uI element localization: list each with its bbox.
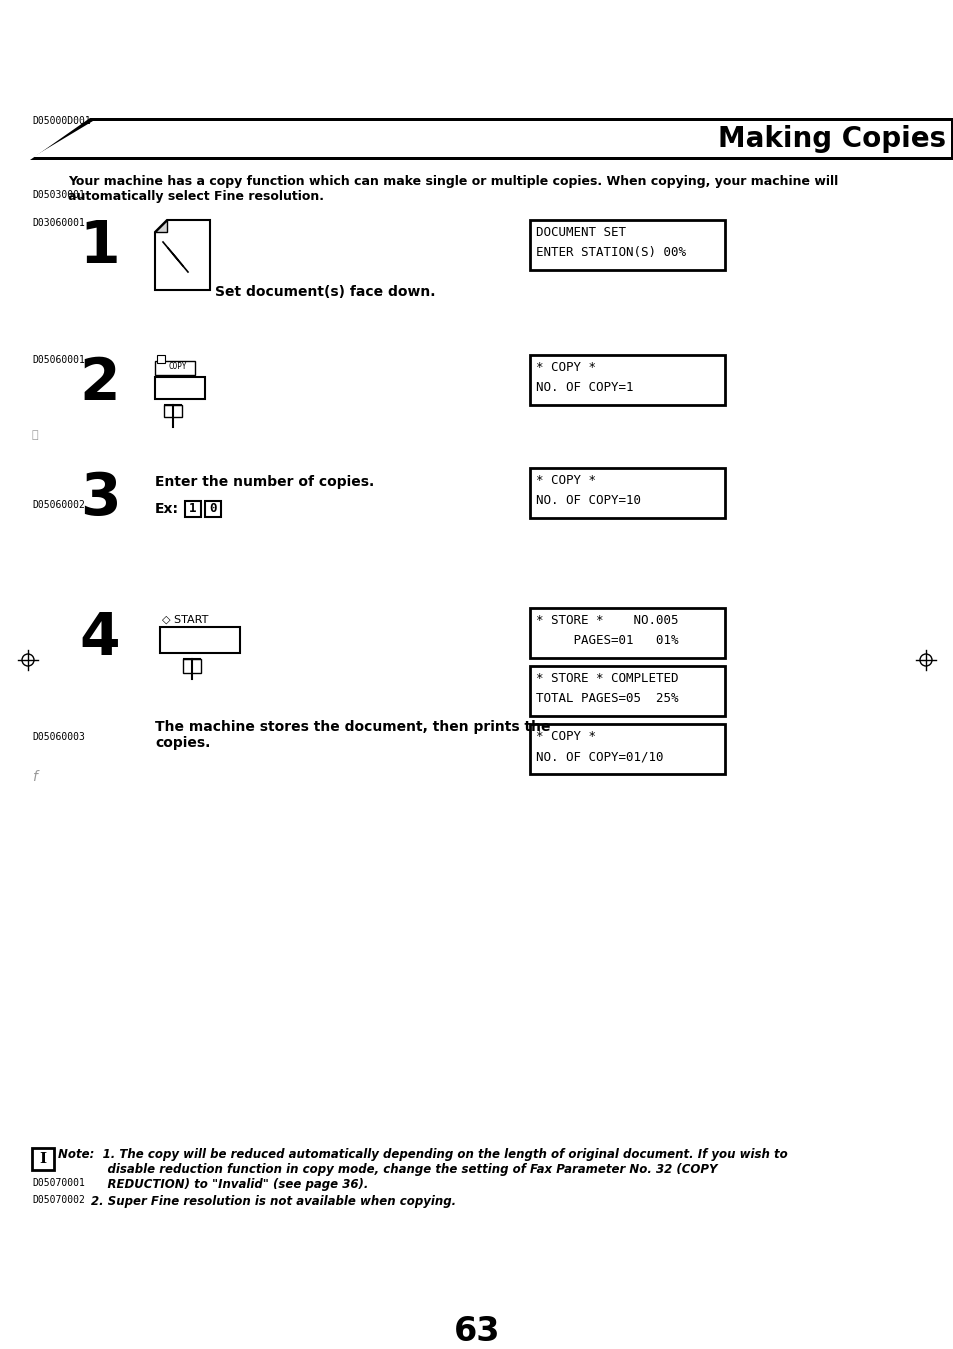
Text: 0: 0 xyxy=(209,502,216,515)
Text: DOCUMENT SET
ENTER STATION(S) 00%: DOCUMENT SET ENTER STATION(S) 00% xyxy=(536,227,685,259)
Text: copies.: copies. xyxy=(154,737,211,750)
Text: ◇ START: ◇ START xyxy=(162,615,208,625)
Text: Note:  1. The copy will be reduced automatically depending on the length of orig: Note: 1. The copy will be reduced automa… xyxy=(58,1148,787,1161)
Text: 3: 3 xyxy=(80,469,120,527)
Text: Making Copies: Making Copies xyxy=(717,125,945,152)
Text: * COPY *
NO. OF COPY=1: * COPY * NO. OF COPY=1 xyxy=(536,362,633,394)
Text: 2: 2 xyxy=(80,355,120,411)
Text: D05070001: D05070001 xyxy=(32,1178,85,1188)
Bar xyxy=(154,376,205,399)
Text: D05060002: D05060002 xyxy=(32,500,85,510)
Text: 1: 1 xyxy=(80,219,120,275)
Bar xyxy=(160,627,240,653)
Bar xyxy=(32,1148,54,1170)
Text: REDUCTION) to "Invalid" (see page 36).: REDUCTION) to "Invalid" (see page 36). xyxy=(58,1178,368,1191)
Polygon shape xyxy=(33,121,950,156)
Text: D03060001: D03060001 xyxy=(32,219,85,228)
Bar xyxy=(164,405,182,417)
Bar xyxy=(183,660,201,673)
Text: D05060001: D05060001 xyxy=(32,355,85,366)
Text: 1: 1 xyxy=(189,502,196,515)
Text: 4: 4 xyxy=(80,610,120,666)
Text: * COPY *
NO. OF COPY=10: * COPY * NO. OF COPY=10 xyxy=(536,473,640,507)
Text: 2. Super Fine resolution is not available when copying.: 2. Super Fine resolution is not availabl… xyxy=(58,1195,456,1207)
Text: automatically select Fine resolution.: automatically select Fine resolution. xyxy=(68,190,324,202)
Bar xyxy=(157,355,165,363)
Bar xyxy=(530,355,724,405)
Text: * STORE * COMPLETED
TOTAL PAGES=05  25%: * STORE * COMPLETED TOTAL PAGES=05 25% xyxy=(536,672,678,706)
Text: disable reduction function in copy mode, change the setting of Fax Parameter No.: disable reduction function in copy mode,… xyxy=(58,1163,717,1176)
Text: COPY: COPY xyxy=(169,362,188,371)
Text: Enter the number of copies.: Enter the number of copies. xyxy=(154,475,374,488)
Text: D05070002: D05070002 xyxy=(32,1195,85,1205)
Text: D05030001: D05030001 xyxy=(32,190,85,200)
Text: D05060003: D05060003 xyxy=(32,733,85,742)
Text: f: f xyxy=(32,770,37,784)
Polygon shape xyxy=(154,220,210,290)
Bar xyxy=(530,468,724,518)
Text: D05000D001: D05000D001 xyxy=(32,116,91,125)
Bar xyxy=(530,608,724,658)
Text: Set document(s) face down.: Set document(s) face down. xyxy=(214,285,435,299)
Text: * COPY *
NO. OF COPY=01/10: * COPY * NO. OF COPY=01/10 xyxy=(536,730,662,764)
Bar xyxy=(530,666,724,716)
Polygon shape xyxy=(30,117,953,161)
Text: * STORE *    NO.005
     PAGES=01   01%: * STORE * NO.005 PAGES=01 01% xyxy=(536,614,678,648)
Text: Ex:: Ex: xyxy=(154,502,179,517)
Text: ⓐ: ⓐ xyxy=(32,430,38,440)
Text: 63: 63 xyxy=(454,1315,499,1348)
Bar xyxy=(154,362,194,375)
Text: Your machine has a copy function which can make single or multiple copies. When : Your machine has a copy function which c… xyxy=(68,175,838,188)
Bar xyxy=(185,500,201,517)
Text: I: I xyxy=(39,1152,47,1166)
Polygon shape xyxy=(154,220,167,232)
Bar xyxy=(530,724,724,774)
Text: The machine stores the document, then prints the: The machine stores the document, then pr… xyxy=(154,720,550,734)
Bar xyxy=(205,500,221,517)
Bar xyxy=(530,220,724,270)
